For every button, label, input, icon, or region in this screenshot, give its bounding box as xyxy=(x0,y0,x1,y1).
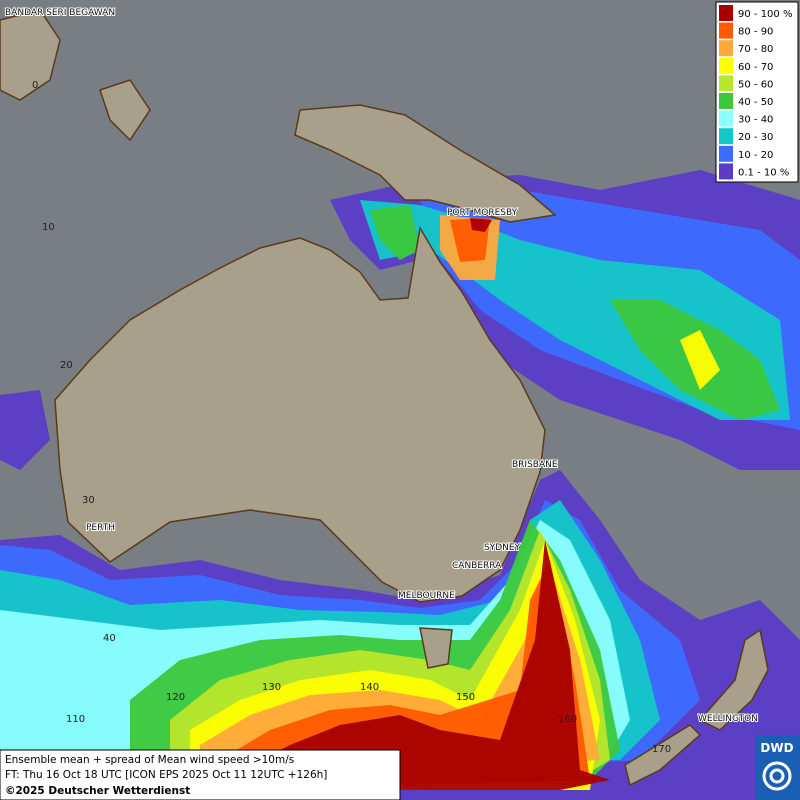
logo-text: DWD xyxy=(760,741,793,755)
legend-label: 80 - 90 xyxy=(738,27,773,38)
legend-label: 50 - 60 xyxy=(738,79,773,90)
legend-label: 10 - 20 xyxy=(738,150,773,161)
legend-label: 30 - 40 xyxy=(738,115,773,126)
lat-label: 0 xyxy=(32,80,38,91)
caption-line: FT: Thu 16 Oct 18 UTC [ICON EPS 2025 Oct… xyxy=(5,769,327,781)
place-labels: BANDAR SERI BEGAWAN PORT MORESBY BRISBAN… xyxy=(4,7,759,725)
legend-label: 90 - 100 % xyxy=(738,9,792,20)
place-label: PERTH xyxy=(86,523,115,533)
legend-swatch xyxy=(719,22,733,39)
lat-label: 20 xyxy=(60,360,73,371)
new-zealand-south xyxy=(624,724,702,787)
legend-swatch xyxy=(719,57,733,74)
place-label: CANBERRA xyxy=(452,561,502,571)
lon-label: 150 xyxy=(456,692,475,703)
wind-area xyxy=(470,218,492,232)
legend-swatch xyxy=(719,5,733,21)
lon-label: 160 xyxy=(558,714,577,725)
place-label: SYDNEY xyxy=(484,543,521,553)
wind-area xyxy=(370,205,420,260)
legend-swatch xyxy=(719,145,733,162)
legend-swatch xyxy=(719,163,733,180)
logo-swirl xyxy=(762,761,792,791)
wind-fields xyxy=(0,170,800,800)
place-label: MELBOURNE xyxy=(398,591,455,601)
lon-label: 140 xyxy=(360,682,379,693)
logo: DWD xyxy=(755,735,800,800)
new-zealand-north xyxy=(698,628,769,731)
caption-line: ©2025 Deutscher Wetterdienst xyxy=(5,785,190,797)
lat-label: 30 xyxy=(82,495,95,506)
logo-swirl xyxy=(769,768,785,784)
wind-area xyxy=(220,560,590,790)
legend-label: 20 - 30 xyxy=(738,132,773,143)
wind-area xyxy=(240,540,610,790)
legend-swatch xyxy=(719,40,733,57)
borneo xyxy=(0,9,61,101)
place-label: PORT MORESBY xyxy=(447,208,518,218)
place-label: BANDAR SERI BEGAWAN xyxy=(5,8,115,18)
graticule-labels: 0 10 20 30 40 110 120 130 140 150 160 17… xyxy=(32,80,671,755)
tasmania xyxy=(419,627,453,669)
lat-label: 10 xyxy=(42,222,55,233)
lon-label: 120 xyxy=(166,692,185,703)
caption-line: Ensemble mean + spread of Mean wind spee… xyxy=(5,754,294,766)
wind-area xyxy=(0,390,50,470)
legend-swatch xyxy=(719,93,733,109)
legend-swatch xyxy=(719,110,733,127)
legend: 90 - 100 % 80 - 90 70 - 80 60 - 70 50 - 60 40… xyxy=(715,1,799,183)
lat-label: 40 xyxy=(103,633,116,644)
new-guinea xyxy=(294,104,557,223)
lon-label: 130 xyxy=(262,682,281,693)
place-label: WELLINGTON xyxy=(698,714,758,724)
australia xyxy=(54,225,546,603)
legend-label: 70 - 80 xyxy=(738,44,773,55)
sulawesi xyxy=(99,79,151,142)
lon-label: 170 xyxy=(652,744,671,755)
legend-label: 40 - 50 xyxy=(738,97,773,108)
legend-swatch xyxy=(719,75,733,92)
lon-label: 110 xyxy=(66,714,85,725)
legend-label: 60 - 70 xyxy=(738,62,773,73)
legend-label: 0.1 - 10 % xyxy=(738,167,789,178)
place-label: BRISBANE xyxy=(512,460,558,470)
legend-swatch xyxy=(719,128,733,145)
caption-box xyxy=(0,749,401,800)
wind-area xyxy=(680,330,720,390)
caption: Ensemble mean + spread of Mean wind spee… xyxy=(0,749,401,800)
landmasses xyxy=(0,9,769,787)
